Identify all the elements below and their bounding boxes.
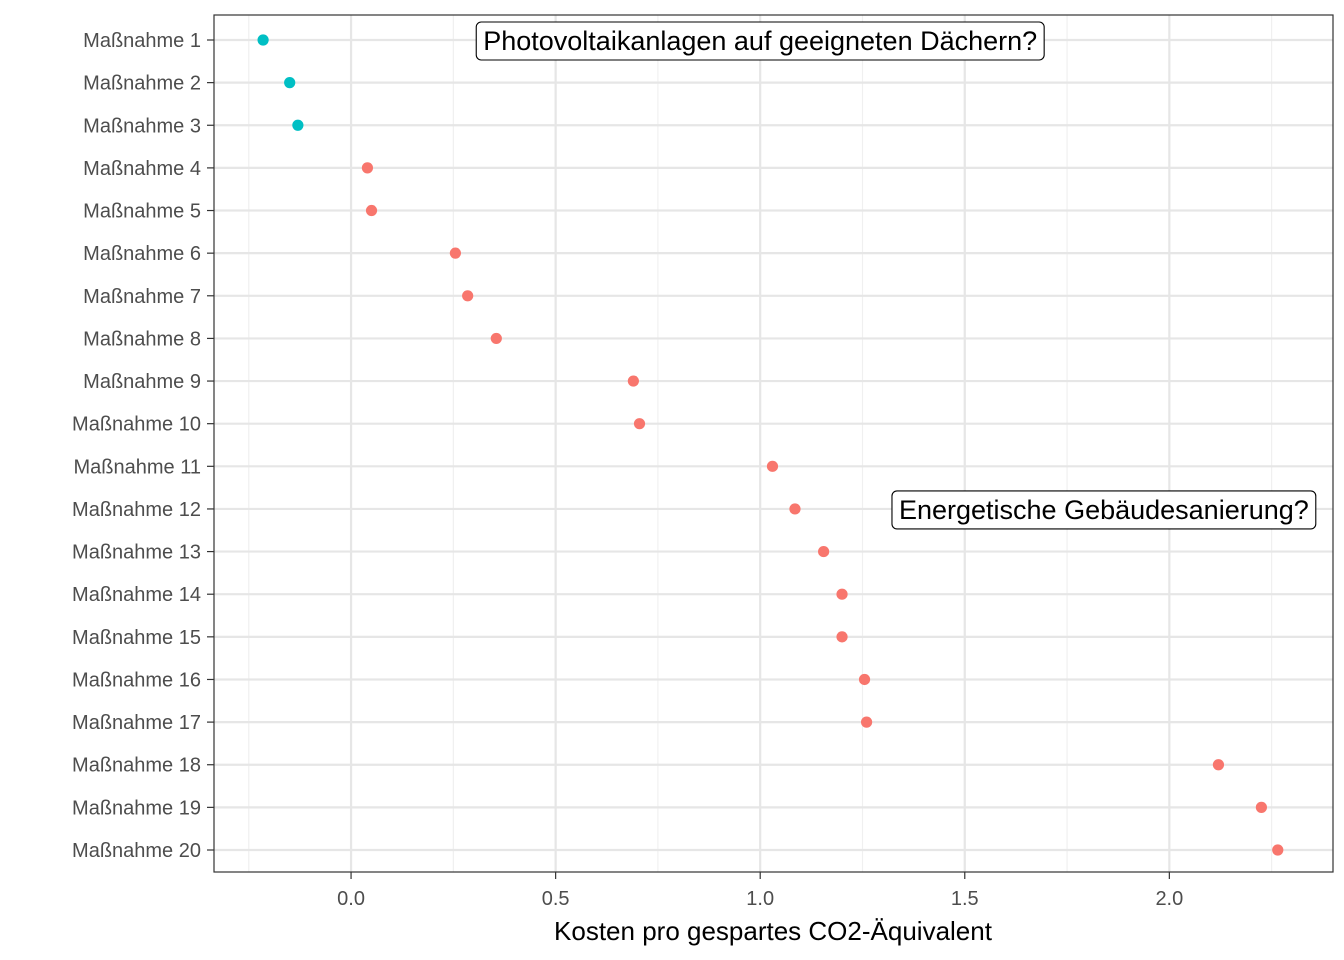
y-tick-label: Maßnahme 14	[72, 584, 201, 606]
y-tick-label: Maßnahme 6	[83, 243, 201, 265]
y-tick-label: Maßnahme 15	[72, 627, 201, 649]
annotation-text: Energetische Gebäudesanierung?	[899, 495, 1309, 525]
data-point	[860, 716, 873, 728]
data-point	[766, 460, 779, 472]
y-tick-label: Maßnahme 2	[83, 73, 201, 95]
data-point	[1272, 844, 1284, 856]
annotation-text: Photovoltaikanlagen auf geeigneten Däche…	[483, 26, 1037, 56]
data-point	[858, 673, 871, 686]
data-point	[284, 77, 296, 89]
y-tick-label: Maßnahme 12	[72, 499, 201, 521]
x-tick-label: 0.5	[542, 888, 570, 910]
y-tick-label: Maßnahme 5	[83, 201, 201, 223]
plot-border	[213, 14, 1334, 873]
y-tick-label: Maßnahme 3	[83, 115, 201, 137]
data-point	[627, 375, 639, 387]
y-tick-label: Maßnahme 16	[72, 669, 201, 691]
data-point	[292, 119, 304, 131]
annotation-box	[891, 490, 1317, 530]
y-axis: Maßnahme 1 Maßnahme 2 Maßnahme 3 Maßnahme 4…	[72, 30, 214, 862]
data-point	[449, 247, 461, 259]
x-tick-label: 0.0	[337, 888, 365, 910]
data-point	[789, 503, 801, 515]
y-tick-label: Maßnahme 4	[83, 158, 201, 180]
annotation-box	[475, 21, 1045, 61]
x-tick-label: 2.0	[1155, 888, 1183, 910]
y-tick-label: Maßnahme 13	[72, 542, 201, 564]
annotation-label: Energetische Gebäudesanierung?	[891, 490, 1317, 530]
data-point	[257, 34, 269, 46]
annotation-label: Photovoltaikanlagen auf geeigneten Däche…	[475, 21, 1045, 61]
y-tick-label: Maßnahme 17	[72, 712, 201, 734]
y-tick-label: Maßnahme 1	[83, 30, 201, 52]
x-axis-title: Kosten pro gespartes CO2-Äquivalent	[554, 916, 993, 946]
y-tick-label: Maßnahme 8	[83, 328, 201, 350]
data-points	[257, 34, 1284, 856]
y-tick-label: Maßnahme 20	[72, 840, 201, 862]
y-tick-label: Maßnahme 19	[72, 797, 201, 819]
y-tick-label: Maßnahme 9	[83, 371, 201, 393]
data-point	[836, 631, 848, 643]
x-tick-label: 1.0	[746, 888, 774, 910]
y-tick-label: Maßnahme 10	[72, 414, 201, 436]
minor-gridlines	[248, 15, 1273, 872]
y-tick-label: Maßnahme 18	[72, 755, 201, 777]
annotations: Photovoltaikanlagen auf geeigneten Däche…	[475, 21, 1317, 530]
data-point	[490, 332, 502, 345]
data-point	[836, 588, 848, 600]
data-point	[361, 162, 374, 174]
data-point	[1255, 801, 1268, 813]
x-axis: 0.0 0.5 1.0 1.5 2.0	[337, 872, 1183, 910]
data-point	[1212, 759, 1225, 771]
plot-panel	[214, 15, 1333, 872]
data-point	[633, 418, 646, 430]
data-point	[462, 290, 474, 302]
data-point	[818, 545, 830, 558]
y-tick-label: Maßnahme 11	[74, 456, 201, 478]
x-tick-label: 1.5	[951, 888, 979, 910]
data-point	[365, 204, 378, 217]
y-tick-label: Maßnahme 7	[83, 286, 201, 308]
